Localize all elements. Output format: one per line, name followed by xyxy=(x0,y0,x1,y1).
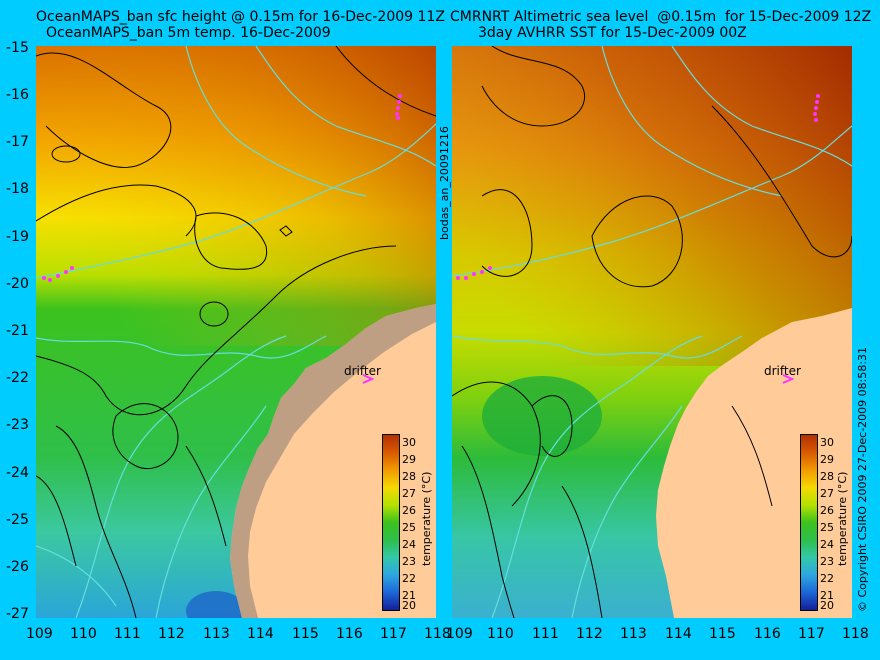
x-tick: 115 xyxy=(292,626,319,642)
colorbar-tick: 23 xyxy=(402,555,416,568)
right-drifter-label: drifter xyxy=(764,364,801,378)
left-drifter-arrow-icon xyxy=(362,374,374,384)
x-tick: 118 xyxy=(842,626,869,642)
x-tick: 113 xyxy=(203,626,230,642)
colorbar-tick: 25 xyxy=(820,521,834,534)
left-colorbar xyxy=(382,434,400,611)
y-tick: -18 xyxy=(6,181,29,197)
colorbar-tick: 25 xyxy=(402,521,416,534)
x-tick: 114 xyxy=(665,626,692,642)
left-title-line1: OceanMAPS_ban sfc height @ 0.15m for 16-… xyxy=(36,9,445,25)
y-tick: -27 xyxy=(6,606,29,622)
colorbar-tick: 29 xyxy=(820,453,834,466)
right-side-label: © Copyright CSIRO 2009 27-Dec-2009 08:58… xyxy=(856,346,869,612)
colorbar-tick: 27 xyxy=(820,487,834,500)
right-colorbar xyxy=(800,434,818,611)
right-colorbar-title: temperature (°C) xyxy=(836,471,849,566)
x-tick: 116 xyxy=(336,626,363,642)
y-tick: -22 xyxy=(6,370,29,386)
right-title-line2: 3day AVHRR SST for 15-Dec-2009 00Z xyxy=(478,25,747,41)
left-map-panel: drifter 30 29 28 27 26 25 24 23 22 21 20… xyxy=(36,46,436,618)
right-map-image xyxy=(452,46,852,618)
colorbar-tick: 24 xyxy=(820,538,834,551)
colorbar-tick: 20 xyxy=(402,599,416,612)
colorbar-tick: 26 xyxy=(820,504,834,517)
x-tick: 117 xyxy=(798,626,825,642)
x-tick: 114 xyxy=(247,626,274,642)
colorbar-tick: 22 xyxy=(820,572,834,585)
y-tick: -16 xyxy=(6,87,29,103)
x-tick: 110 xyxy=(70,626,97,642)
x-tick: 112 xyxy=(576,626,603,642)
y-tick: -23 xyxy=(6,417,29,433)
x-tick: 109 xyxy=(26,626,53,642)
colorbar-tick: 22 xyxy=(402,572,416,585)
colorbar-tick: 27 xyxy=(402,487,416,500)
right-map-panel: drifter 30 29 28 27 26 25 24 23 22 21 20… xyxy=(452,46,852,618)
left-title-line2: OceanMAPS_ban 5m temp. 16-Dec-2009 xyxy=(46,25,331,41)
x-tick: 111 xyxy=(114,626,141,642)
x-tick: 110 xyxy=(487,626,514,642)
colorbar-tick: 28 xyxy=(402,470,416,483)
y-tick: -19 xyxy=(6,229,29,245)
colorbar-tick: 29 xyxy=(402,453,416,466)
right-title-line1: CMRNRT Altimetric sea level @0.15m for 1… xyxy=(450,9,872,25)
y-tick: -15 xyxy=(6,40,29,56)
colorbar-tick: 21 xyxy=(402,589,416,602)
left-drifter-label: drifter xyxy=(344,364,381,378)
left-side-label: bodas_an_20091216 xyxy=(438,126,451,240)
y-tick: -25 xyxy=(6,512,29,528)
x-tick: 109 xyxy=(446,626,473,642)
left-map-image xyxy=(36,46,436,618)
colorbar-tick: 30 xyxy=(820,436,834,449)
y-tick: -24 xyxy=(6,465,29,481)
y-tick: -26 xyxy=(6,559,29,575)
right-drifter-arrow-icon xyxy=(782,374,794,384)
colorbar-tick: 20 xyxy=(820,599,834,612)
x-tick: 113 xyxy=(620,626,647,642)
colorbar-tick: 30 xyxy=(402,436,416,449)
left-colorbar-title: temperature (°C) xyxy=(420,471,433,566)
y-tick: -17 xyxy=(6,134,29,150)
y-tick: -21 xyxy=(6,323,29,339)
x-tick: 111 xyxy=(532,626,559,642)
colorbar-tick: 23 xyxy=(820,555,834,568)
colorbar-tick: 21 xyxy=(820,589,834,602)
x-tick: 115 xyxy=(709,626,736,642)
y-tick: -20 xyxy=(6,276,29,292)
x-tick: 117 xyxy=(380,626,407,642)
x-tick: 118 xyxy=(424,626,451,642)
x-tick: 112 xyxy=(158,626,185,642)
x-tick: 116 xyxy=(754,626,781,642)
colorbar-tick: 24 xyxy=(402,538,416,551)
colorbar-tick: 28 xyxy=(820,470,834,483)
colorbar-tick: 26 xyxy=(402,504,416,517)
